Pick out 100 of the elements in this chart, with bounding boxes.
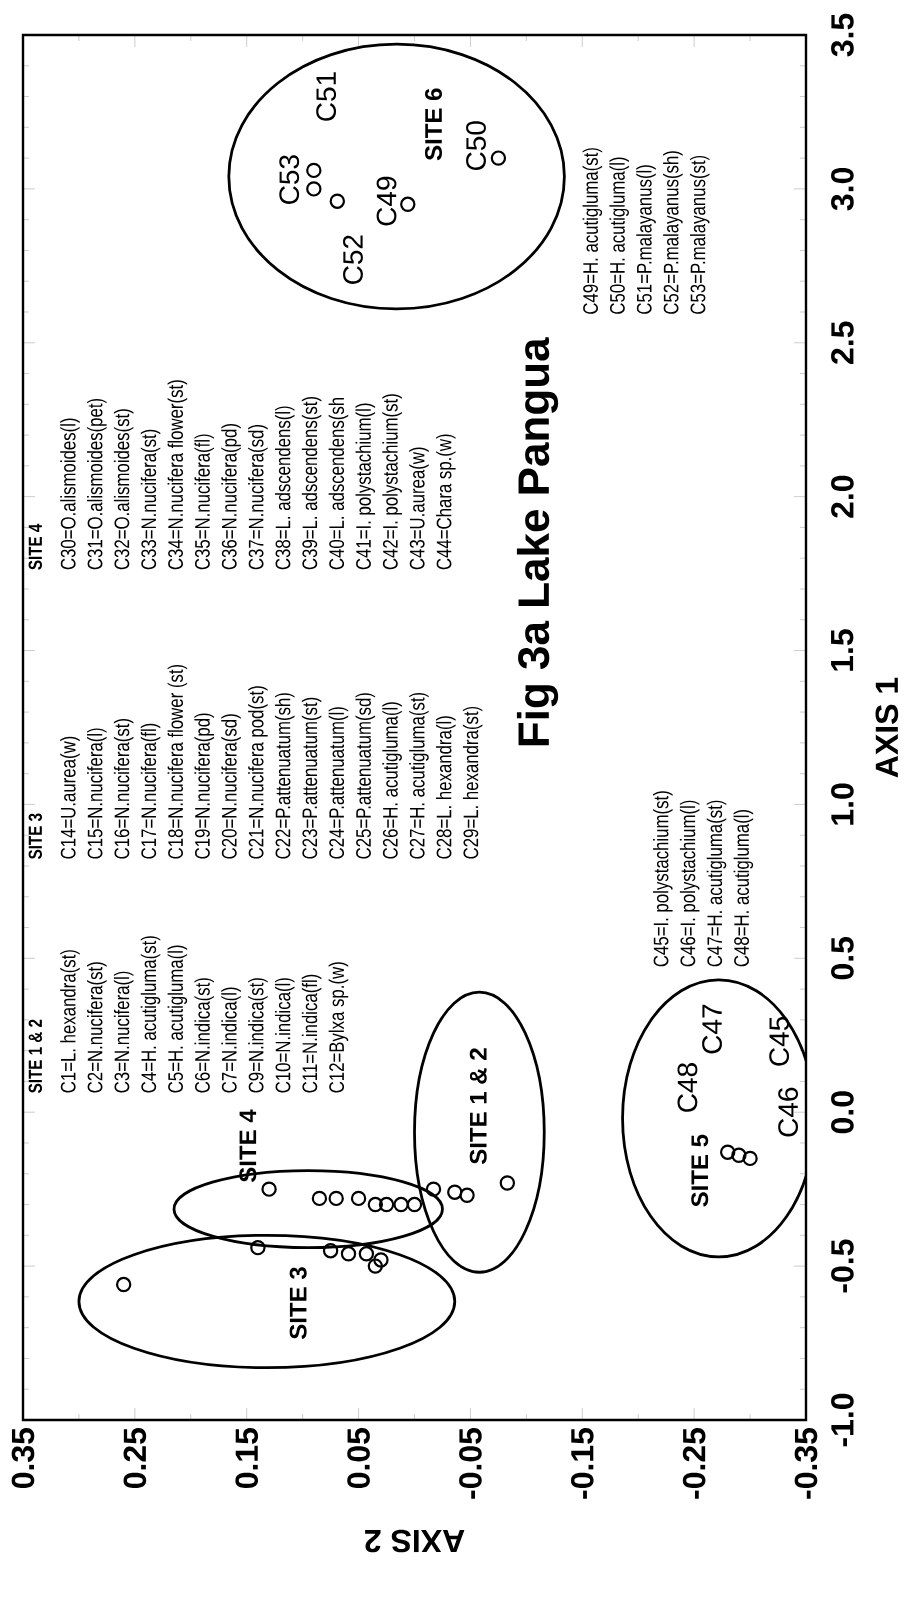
- annotation: C16=N.nucifera(st): [113, 719, 134, 859]
- x-axis-title: AXIS 2: [365, 1529, 465, 1553]
- y-tick-label: 1.5: [831, 629, 854, 671]
- annotation: C41=I. polystachium(l): [355, 403, 376, 570]
- point: [731, 1147, 747, 1163]
- annotation: C52: [343, 235, 363, 284]
- annotation: C49=H. acutigluma(st): [582, 148, 603, 314]
- point: [367, 1258, 384, 1274]
- x-tick-label: -0.05: [459, 1427, 482, 1499]
- point: [322, 1243, 339, 1259]
- annotation: C48: [677, 1063, 698, 1112]
- y-tick-label: 2.0: [831, 475, 854, 518]
- point: [367, 1196, 384, 1213]
- annotation: C40=L. adscendens(sh: [328, 398, 349, 570]
- annotation: C1=L. hexandra(st): [60, 950, 80, 1093]
- x-tick-label: 0.05: [347, 1427, 370, 1489]
- point: [393, 1196, 409, 1213]
- annotation: SITE 1 & 2: [28, 1019, 43, 1093]
- annotation: C51=P.malayanus(l): [636, 165, 656, 314]
- annotation: C52=P.malayanus(sh): [663, 151, 683, 314]
- point: [490, 150, 507, 166]
- annotation: C53: [279, 155, 300, 204]
- annotation: C26=H. acutigluma(l): [382, 702, 402, 859]
- annotation: C14=U.aurea(w): [60, 736, 80, 859]
- y-tick-label: -0.5: [831, 1239, 854, 1293]
- x-tick-label: 0.35: [11, 1427, 35, 1489]
- annotation: C21=N.nucifera pod(st): [248, 686, 268, 859]
- annotation: C45=I. polystachium(st): [653, 791, 673, 967]
- y-tick-label: 0.0: [831, 1091, 854, 1134]
- point: [358, 1246, 375, 1262]
- point: [350, 1190, 367, 1207]
- point: [459, 1187, 475, 1204]
- annotation: C34=N.nucifera flower(st): [167, 380, 188, 570]
- annotation: C7=N.indica(l): [221, 987, 241, 1093]
- annotation: C39=L. adscendens(st): [301, 397, 322, 570]
- point: [447, 1184, 463, 1200]
- annotation: C3=N.nucifera(l): [113, 971, 134, 1093]
- x-tick-label: 0.25: [123, 1427, 147, 1489]
- annotation: SITE 5: [691, 1134, 709, 1207]
- annotation: C33=N.nucifera(st): [140, 429, 161, 570]
- x-tick-label: -0.25: [682, 1427, 706, 1499]
- annotation: C9=N.indica(st): [248, 978, 268, 1093]
- x-tick-label: 0.15: [235, 1427, 259, 1489]
- y-tick-label: 1.0: [831, 783, 854, 825]
- annotation: SITE 6: [425, 88, 442, 161]
- annotation: C22=P.attenuatum(sh): [274, 693, 295, 859]
- annotation: SITE 4: [239, 1109, 257, 1183]
- annotation: C50=H. acutigluma(l): [609, 157, 629, 314]
- point: [306, 162, 322, 179]
- annotation: C32=O.alismoides(st): [113, 409, 134, 570]
- point: [306, 181, 322, 197]
- y-tick-label: -1.0: [831, 1393, 854, 1447]
- annotation: C31=O.alismoides(pet): [87, 398, 107, 570]
- annotation: SITE 4: [28, 523, 43, 570]
- text: Fig 3a Lake Pangua: [516, 337, 559, 746]
- point: [329, 193, 346, 209]
- annotation: C30=O.alismoides(l): [60, 418, 80, 570]
- annotation: SITE 1 & 2: [469, 1048, 487, 1165]
- annotation: C25=P.attenuatum(sd): [355, 693, 376, 859]
- annotation: C18=N.nucifera flower (st): [167, 664, 188, 859]
- annotation: C20=N.nucifera(sd): [221, 714, 241, 859]
- annotation: C12=Bylxa sp.(w): [328, 962, 349, 1093]
- point: [328, 1190, 344, 1207]
- annotation: C49: [376, 176, 397, 226]
- annotation: C47=H. acutigluma(st): [706, 800, 727, 967]
- annotation: C4=H. acutigluma(st): [140, 936, 161, 1093]
- point: [499, 1175, 516, 1191]
- point: [720, 1144, 736, 1160]
- point: [378, 1196, 395, 1213]
- point: [742, 1150, 758, 1167]
- point: [406, 1196, 423, 1213]
- annotation: C17=N.nucifera(fl): [140, 723, 161, 859]
- annotation: C23=P.attenuatum(st): [301, 697, 322, 859]
- annotation: C27=H. acutigluma(st): [409, 692, 429, 859]
- annotation: C36=N.nucifera(pd): [221, 424, 241, 570]
- annotation: C45: [769, 1016, 790, 1066]
- annotation: C2=N.nucifera(st): [87, 962, 107, 1093]
- point: [311, 1190, 328, 1207]
- annotation: C46=I. polystachium(l): [679, 800, 700, 967]
- annotation: C10=N.indica(l): [274, 978, 295, 1093]
- annotation: C35=N.nucifera(fl): [194, 434, 214, 570]
- annotation: SITE 3: [28, 813, 43, 859]
- point: [373, 1252, 389, 1268]
- y-tick-label: 3.0: [831, 167, 854, 211]
- annotation: C46: [778, 1087, 799, 1137]
- point: [115, 1276, 132, 1293]
- annotation: C28=L. hexandra(l): [436, 716, 456, 859]
- annotation: C19=N.nucifera(pd): [194, 713, 214, 859]
- annotation: C53=P.malayanus(st): [689, 155, 710, 314]
- point: [340, 1246, 357, 1262]
- annotation: C43=U.aurea(w): [409, 447, 429, 570]
- annotation: C29=L. hexandra(st): [462, 706, 483, 859]
- annotation: C6=N.indica(st): [194, 978, 214, 1093]
- annotation: C38=L. adscendens(l): [274, 406, 295, 570]
- annotation: C24=P.attenuatum(l): [328, 707, 349, 859]
- annotation: C15=N.nucifera(l): [87, 728, 107, 859]
- point: [425, 1181, 442, 1197]
- annotation: C5=H. acutigluma(l): [167, 945, 188, 1093]
- annotation: C42=I. polystachium(st): [382, 394, 402, 570]
- annotation: C48=H. acutigluma(l): [733, 809, 754, 967]
